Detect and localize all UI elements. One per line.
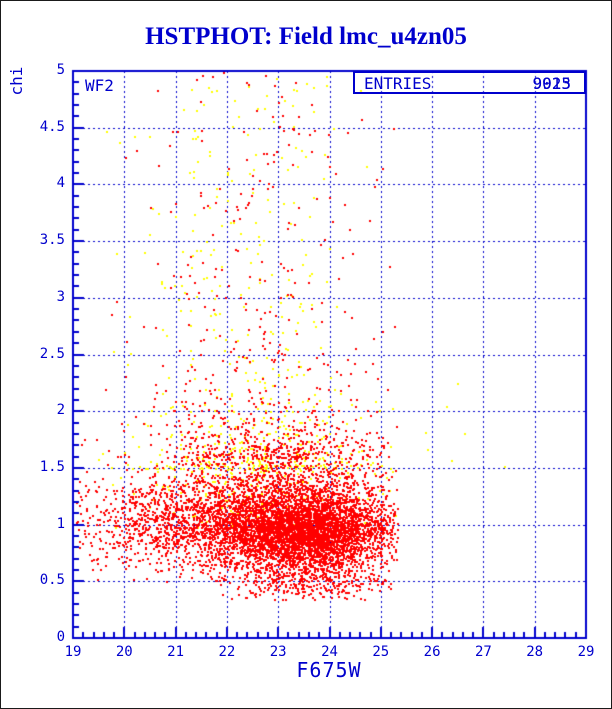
y-tick-label: 3.5 bbox=[39, 232, 65, 249]
x-tick-label: 27 bbox=[474, 644, 492, 660]
x-tick-label: 24 bbox=[321, 644, 338, 660]
x-tick-label: 20 bbox=[115, 644, 133, 660]
x-tick-label: 19 bbox=[64, 644, 82, 660]
y-tick-label: 2.5 bbox=[39, 345, 65, 362]
y-tick-label: 4 bbox=[56, 175, 65, 192]
x-tick-label: 22 bbox=[218, 644, 236, 660]
y-tick-label: 4.5 bbox=[39, 118, 65, 135]
entries-values: 9023 9915 bbox=[511, 74, 571, 93]
x-tick-label: 21 bbox=[167, 644, 185, 660]
y-tick-label: 0.5 bbox=[39, 572, 65, 589]
x-tick-label: 28 bbox=[526, 644, 544, 660]
x-tick-label: 25 bbox=[372, 644, 390, 660]
x-tick-label: 29 bbox=[577, 644, 595, 660]
x-axis-label: F675W bbox=[296, 658, 362, 682]
entries-label: ENTRIES bbox=[364, 74, 432, 93]
y-tick-label: 5 bbox=[56, 62, 65, 78]
y-tick-label: 3 bbox=[56, 288, 65, 305]
entries-value-1: 9023 bbox=[532, 74, 571, 93]
entries-value-2: 9915 bbox=[532, 74, 571, 93]
y-tick-label: 2 bbox=[56, 402, 65, 419]
detector-label: WF2 bbox=[85, 76, 114, 95]
x-tick-label: 23 bbox=[269, 644, 287, 660]
entries-stat-box: ENTRIES 9023 9915 bbox=[353, 71, 586, 94]
x-tick-label: 26 bbox=[423, 644, 441, 660]
y-tick-label: 0 bbox=[56, 629, 65, 645]
y-tick-label: 1.5 bbox=[39, 458, 65, 475]
y-tick-label: 1 bbox=[56, 515, 65, 532]
page-title: HSTPHOT: Field lmc_u4zn05 bbox=[145, 23, 467, 50]
